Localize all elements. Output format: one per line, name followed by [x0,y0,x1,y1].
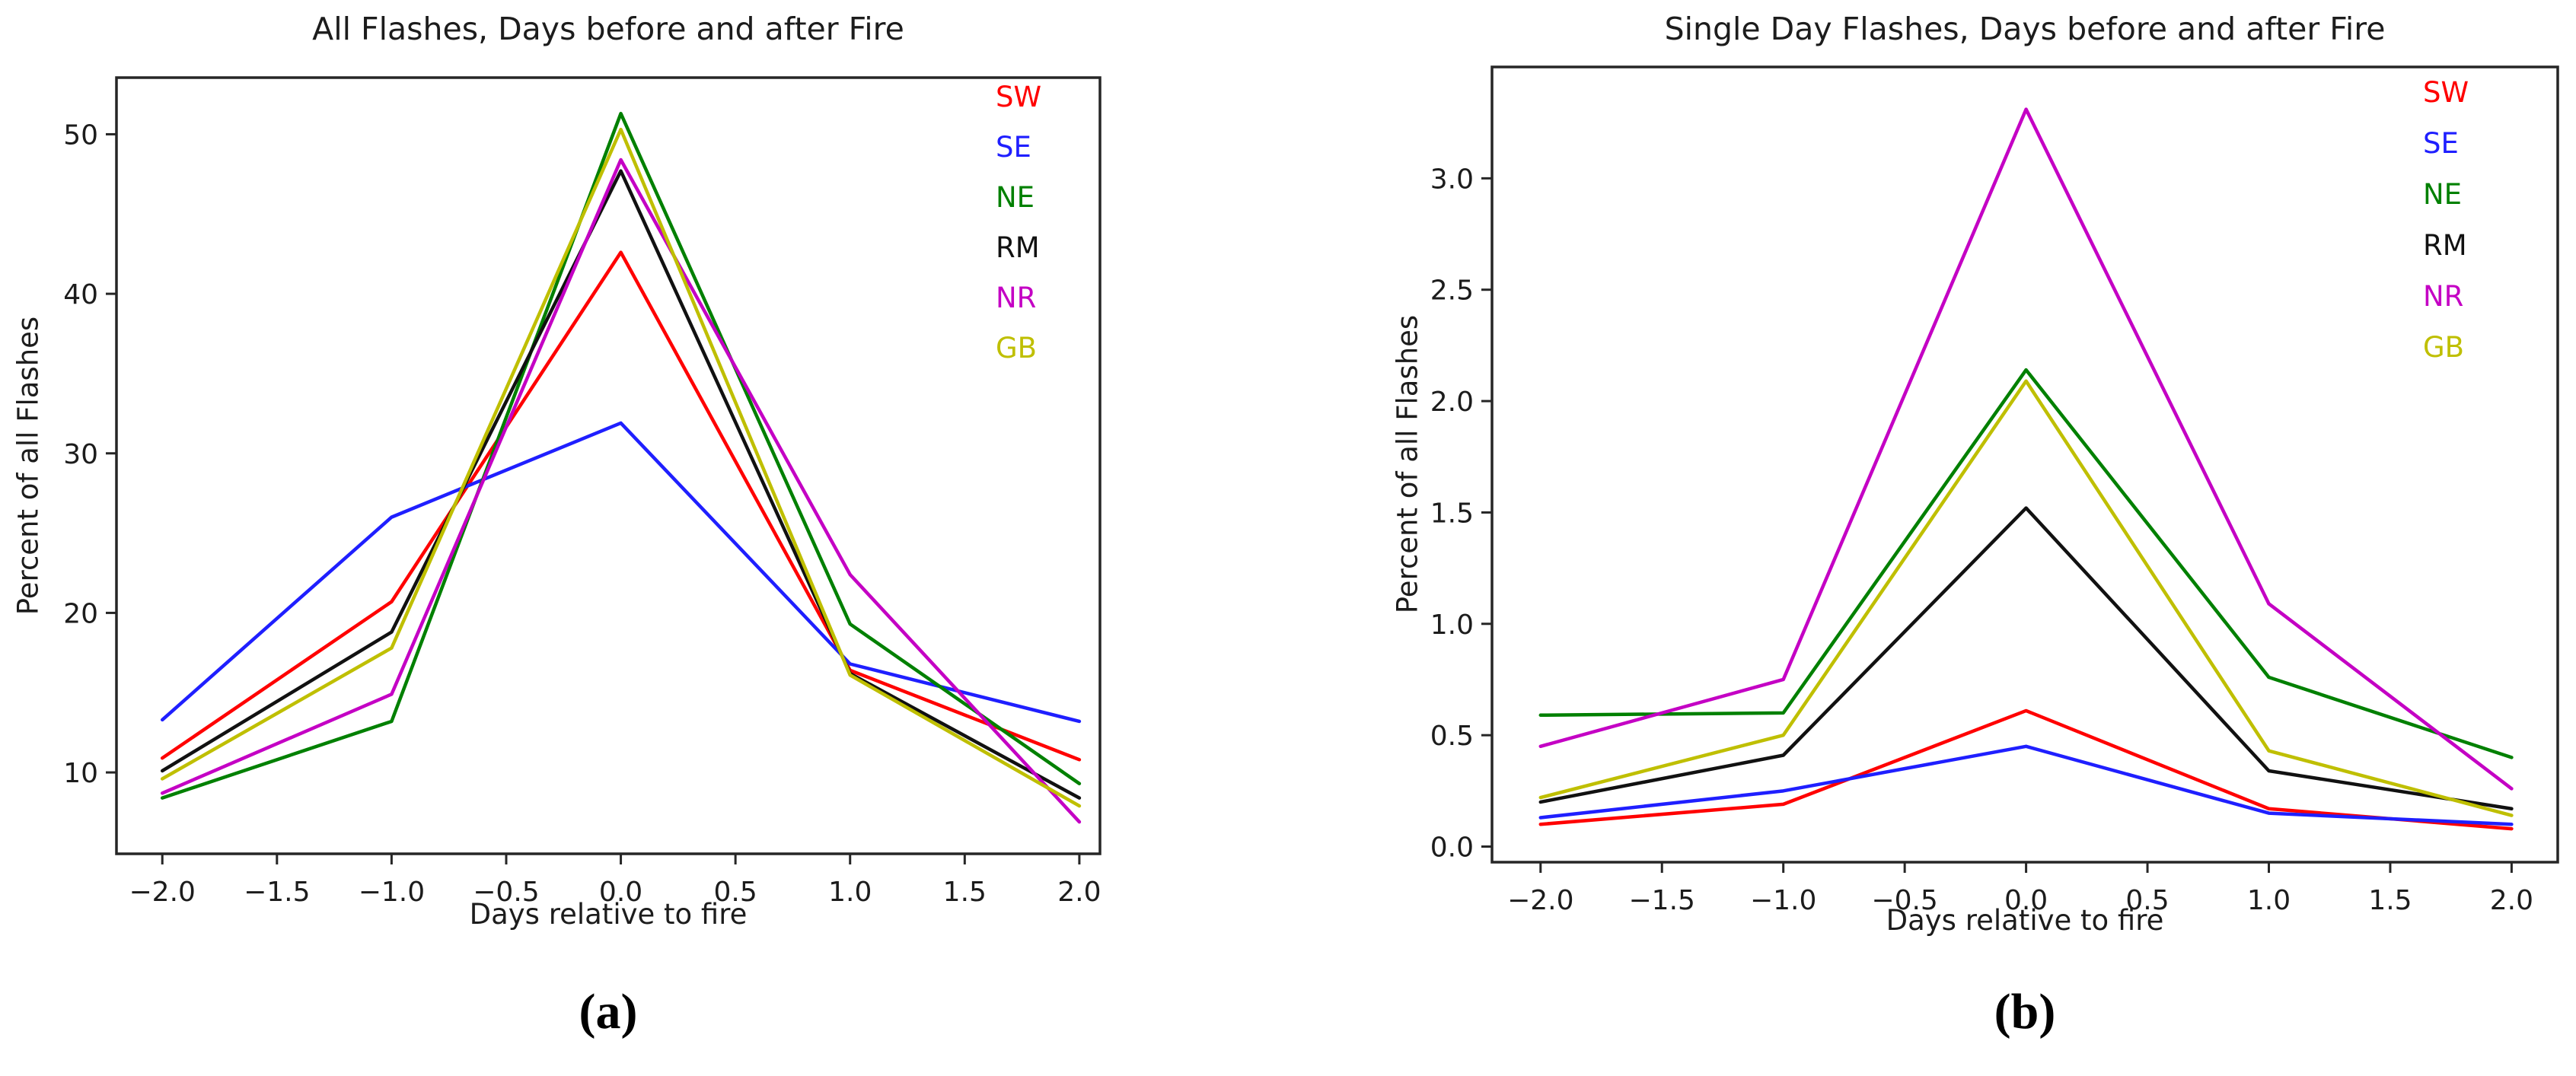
all-flashes-legend-entry-SE: SE [996,131,1031,164]
single-day-flashes-legend-entry-NR: NR [2423,280,2463,313]
chart-b-title: Single Day Flashes, Days before and afte… [1664,11,2386,47]
all-flashes-x-tick-label: 0.0 [599,877,642,908]
all-flashes-y-tick-label: 30 [63,439,98,470]
all-flashes-series-line-NR [160,158,1082,824]
all-flashes-series-line-GB [160,127,1082,808]
all-flashes-x-tick-label: −1.5 [244,877,310,908]
single-day-flashes-series-line-SW [1538,708,2514,831]
single-day-flashes-y-tick-label: 1.0 [1430,610,1474,641]
single-day-flashes-x-tick-label: 1.0 [2247,885,2291,916]
all-flashes-axis-frame [115,76,1101,855]
chart-b-y-axis-label: Percent of all Flashes [1391,314,1424,614]
single-day-flashes-series-line-NR [1538,107,2514,791]
all-flashes-x-tick-label: 1.0 [828,877,872,908]
all-flashes-x-tick-label: −0.5 [473,877,539,908]
all-flashes-legend-entry-SW: SW [996,81,1041,113]
single-day-flashes-x-tick-label: 0.0 [2004,885,2048,916]
all-flashes-series-line-RM [160,169,1082,800]
single-day-flashes-y-tick-label: 2.5 [1430,275,1474,307]
single-day-flashes-series-line-GB [1538,379,2514,817]
single-day-flashes-legend-entry-GB: GB [2423,331,2464,364]
panel-a-label: (a) [579,984,638,1039]
single-day-flashes-x-tick-label: 1.5 [2368,885,2412,916]
all-flashes-x-tick-label: −1.0 [359,877,425,908]
single-day-flashes-axis-frame [1490,65,2559,864]
panel-b-label: (b) [1994,984,2056,1039]
single-day-flashes-y-tick-label: 0.0 [1430,832,1474,864]
single-day-flashes-legend-entry-RM: RM [2423,229,2467,262]
single-day-flashes-series-line-NE [1538,368,2514,759]
all-flashes-x-tick-label: 2.0 [1057,877,1101,908]
single-day-flashes-x-tick-label: 2.0 [2490,885,2533,916]
single-day-flashes-legend-entry-SW: SW [2423,76,2469,109]
single-day-flashes-legend-entry-NE: NE [2423,178,2462,211]
single-day-flashes-y-tick-label: 3.0 [1430,164,1474,195]
single-day-flashes-x-tick-label: −0.5 [1871,885,1937,916]
single-day-flashes-legend-entry-SE: SE [2423,127,2459,160]
single-day-flashes-y-tick-label: 1.5 [1430,498,1474,529]
all-flashes-y-tick-label: 10 [63,758,98,789]
chart-a-x-axis-label: Days relative to fire [469,898,748,931]
all-flashes-legend-entry-RM: RM [996,231,1040,264]
single-day-flashes-x-tick-label: −2.0 [1507,885,1573,916]
all-flashes-legend-entry-GB: GB [996,332,1037,365]
all-flashes-series-line-SW [160,250,1082,762]
all-flashes-series-line-SE [160,421,1082,724]
single-day-flashes-x-tick-label: 0.5 [2125,885,2169,916]
chart-b-x-axis-label: Days relative to fire [1886,904,2164,937]
all-flashes-x-tick-label: 0.5 [714,877,757,908]
chart-a-y-axis-label: Percent of all Flashes [11,316,45,616]
all-flashes-y-tick-label: 40 [63,279,98,310]
all-flashes-y-tick-label: 20 [63,598,98,629]
single-day-flashes-series-line-RM [1538,506,2514,810]
all-flashes-x-tick-label: −2.0 [129,877,196,908]
single-day-flashes-y-tick-label: 2.0 [1430,387,1474,418]
all-flashes-x-tick-label: 1.5 [943,877,987,908]
single-day-flashes-x-tick-label: −1.5 [1629,885,1695,916]
all-flashes-legend-entry-NE: NE [996,181,1035,214]
single-day-flashes-x-tick-label: −1.0 [1750,885,1816,916]
single-day-flashes-series-line-SE [1538,744,2514,826]
all-flashes-legend-entry-NR: NR [996,282,1036,314]
all-flashes-y-tick-label: 50 [63,119,98,151]
chart-a-title: All Flashes, Days before and after Fire [312,11,904,47]
all-flashes-series-line-NE [160,111,1082,800]
single-day-flashes-y-tick-label: 0.5 [1430,721,1474,752]
